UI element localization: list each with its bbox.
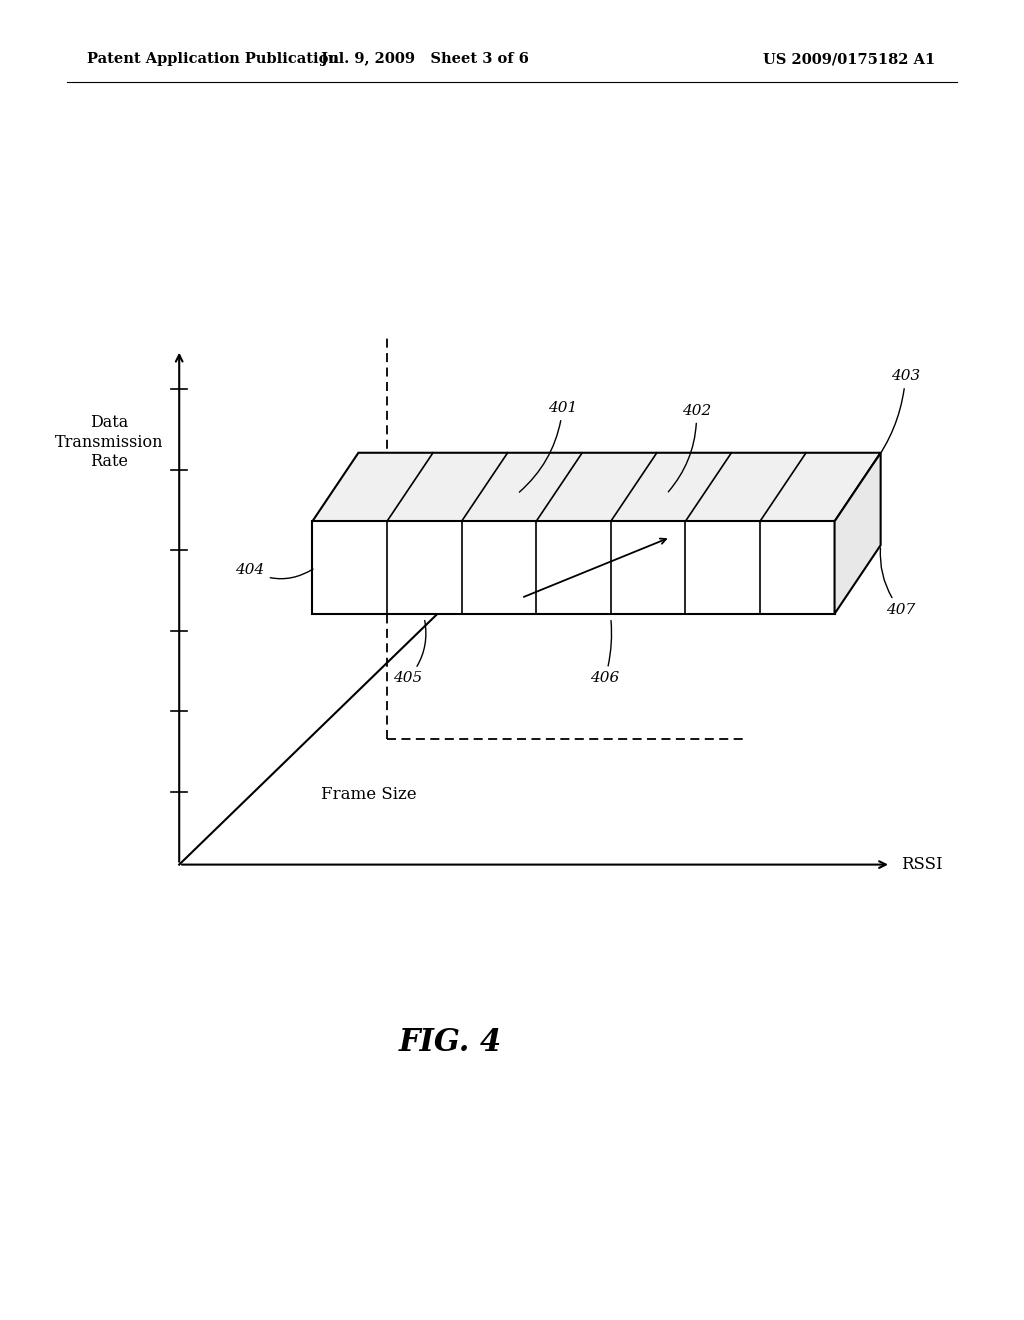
Polygon shape: [312, 521, 835, 614]
Text: Data
Transmission
Rate: Data Transmission Rate: [55, 414, 164, 470]
Text: Patent Application Publication: Patent Application Publication: [87, 53, 339, 66]
Text: US 2009/0175182 A1: US 2009/0175182 A1: [763, 53, 935, 66]
Text: Jul. 9, 2009   Sheet 3 of 6: Jul. 9, 2009 Sheet 3 of 6: [321, 53, 529, 66]
Text: 402: 402: [669, 404, 711, 492]
Polygon shape: [312, 453, 881, 521]
Text: 403: 403: [873, 370, 921, 465]
Text: RSSI: RSSI: [901, 857, 942, 873]
Text: 406: 406: [590, 620, 620, 685]
Text: FIG. 4: FIG. 4: [399, 1027, 502, 1059]
Polygon shape: [835, 453, 881, 614]
Text: 407: 407: [881, 548, 915, 616]
Text: 404: 404: [236, 564, 313, 578]
Text: Frame Size: Frame Size: [321, 787, 417, 803]
Text: 401: 401: [519, 401, 578, 492]
Text: 405: 405: [393, 620, 426, 685]
